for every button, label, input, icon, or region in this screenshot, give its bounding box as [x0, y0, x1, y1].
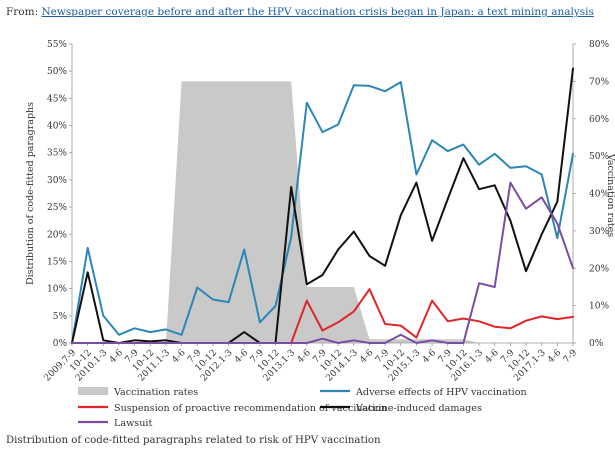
x-tick-label: 4-6: [233, 348, 251, 366]
y2-axis-title: Vaccination rates: [605, 153, 615, 237]
y2-tick-label: 0%: [589, 339, 604, 349]
x-tick-label: 7-9: [562, 348, 580, 366]
legend: Vaccination rates Adverse effects of HPV …: [78, 387, 527, 429]
series-line-adverse-effects-of-hpv-vaccination: [71, 81, 574, 344]
legend-label: Lawsuit: [114, 418, 152, 429]
y-tick-label: 25%: [47, 203, 67, 213]
y-tick-label: 50%: [47, 67, 67, 77]
y2-tick-label: 70%: [589, 77, 609, 87]
y2-tick-label: 20%: [589, 264, 609, 274]
series-line-vaccine-induced-damages: [71, 67, 574, 344]
y-tick-label: 20%: [47, 230, 67, 240]
x-tick-label: 4-6: [358, 348, 376, 366]
series-line-lawsuit: [71, 181, 574, 344]
legend-label: Adverse effects of HPV vaccination: [355, 387, 527, 398]
y2-tick-label: 10%: [589, 302, 609, 312]
source-prefix: From:: [6, 6, 39, 18]
y-tick-label: 30%: [47, 176, 67, 186]
x-tick-label: 4-6: [546, 348, 564, 366]
x-tick-label: 4-6: [108, 348, 126, 366]
y-tick-label: 55%: [47, 40, 67, 50]
article-link[interactable]: Newspaper coverage before and after the …: [41, 6, 594, 18]
legend-label: Suspension of proactive recommendation o…: [114, 403, 387, 414]
y2-tick-label: 50%: [589, 152, 609, 162]
y-tick-label: 35%: [47, 149, 67, 159]
y-tick-label: 15%: [47, 257, 67, 267]
x-tick-label: 4-6: [296, 348, 314, 366]
y2-tick-label: 40%: [589, 190, 609, 200]
y-tick-label: 0%: [53, 339, 68, 349]
y-tick-label: 45%: [47, 94, 67, 104]
vaccination-rates-area: [72, 81, 573, 343]
x-tick-label: 4-6: [170, 348, 188, 366]
x-tick-label: 4-6: [484, 348, 502, 366]
legend-swatch-vaccination-rates: [78, 387, 108, 395]
y-axis-title: Distribution of code-fitted paragraphs: [25, 102, 36, 285]
y-tick-label: 10%: [47, 285, 67, 295]
y2-tick-label: 80%: [589, 40, 609, 50]
x-tick-label: 4-6: [421, 348, 439, 366]
legend-label: Vaccination rates: [113, 387, 198, 398]
legend-label: Vaccine-induced damages: [355, 403, 482, 414]
series-lines-layer: [71, 67, 574, 344]
y2-tick-label: 60%: [589, 115, 609, 125]
vaccination-rate-area-layer: [72, 81, 573, 343]
source-line: From: Newspaper coverage before and afte…: [6, 6, 594, 18]
y-tick-label: 40%: [47, 122, 67, 132]
y2-tick-label: 30%: [589, 227, 609, 237]
y-tick-label: 5%: [53, 312, 68, 322]
figure-caption: Distribution of code-fitted paragraphs r…: [6, 435, 381, 446]
